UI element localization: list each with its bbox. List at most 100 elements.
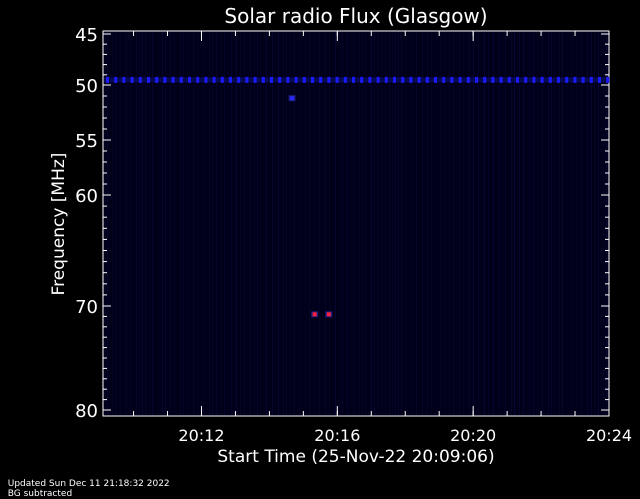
interference-tick: [220, 76, 224, 83]
noise-stripe: [309, 32, 310, 415]
noise-stripe: [180, 32, 181, 415]
x-tick-label-20:24: 20:24: [586, 426, 632, 445]
noise-stripe: [250, 32, 251, 415]
noise-stripe: [519, 32, 520, 415]
chart-title: Solar radio Flux (Glasgow): [224, 4, 487, 28]
interference-tick: [188, 76, 191, 83]
x-axis-label: Start Time (25-Nov-22 20:09:06): [217, 447, 494, 467]
noise-stripe: [381, 32, 382, 415]
interference-tick: [450, 76, 454, 83]
noise-stripe: [542, 32, 543, 415]
interference-tick: [425, 76, 429, 83]
noise-stripe: [523, 32, 524, 415]
interference-tick: [376, 76, 380, 83]
interference-tick: [581, 76, 585, 83]
spectrogram-chart: Solar radio Flux (Glasgow) 455055607080 …: [49, 4, 632, 467]
interference-tick: [458, 76, 462, 83]
noise-stripe: [152, 32, 153, 415]
y-tick-label-80: 80: [75, 401, 98, 422]
noise-stripe: [319, 32, 320, 415]
interference-band: [104, 77, 608, 83]
noise-stripe: [505, 32, 506, 415]
interference-tick: [589, 76, 593, 83]
y-tick-label-55: 55: [75, 131, 98, 152]
interference-tick: [475, 76, 478, 83]
interference-tick: [270, 76, 273, 83]
interference-tick: [401, 76, 405, 83]
interference-tick: [294, 76, 298, 83]
interference-tick: [360, 76, 364, 83]
noise-stripe: [120, 32, 121, 415]
noise-stripe: [126, 32, 127, 415]
noise-stripe: [165, 32, 166, 415]
noise-stripe: [329, 32, 330, 415]
interference-tick: [491, 76, 495, 83]
noise-stripe: [401, 32, 402, 415]
interference-tick: [507, 76, 511, 83]
interference-tick: [417, 76, 421, 83]
noise-stripe: [371, 32, 372, 415]
noise-stripe: [260, 32, 261, 415]
y-tick-label-70: 70: [75, 297, 98, 318]
noise-stripe: [299, 32, 300, 415]
interference-tick: [466, 76, 470, 83]
noise-stripe: [174, 32, 175, 415]
noise-stripe: [339, 32, 340, 415]
interference-tick: [122, 76, 126, 83]
noise-stripe: [529, 32, 530, 415]
noise-stripe: [603, 32, 604, 415]
interference-tick: [278, 76, 282, 83]
interference-tick: [442, 76, 446, 83]
interference-tick: [483, 76, 487, 83]
y-tick-label-45: 45: [75, 25, 98, 46]
noise-stripe: [197, 32, 198, 415]
x-tick-label-20:16: 20:16: [314, 426, 360, 445]
noise-stripe: [554, 32, 555, 415]
noise-stripe: [283, 32, 284, 415]
interference-tick: [311, 76, 314, 83]
interference-tick: [229, 76, 232, 83]
noise-stripe: [562, 32, 563, 415]
noise-stripe: [398, 32, 399, 415]
interference-tick: [368, 76, 372, 83]
noise-stripe: [142, 32, 143, 415]
interference-tick: [393, 76, 396, 83]
noise-stripe: [484, 32, 485, 415]
interference-tick: [147, 76, 150, 83]
noise-stripe: [221, 32, 222, 415]
noise-stripe: [493, 32, 494, 415]
noise-stripe: [581, 32, 582, 415]
interference-tick: [245, 76, 249, 83]
noise-stripe: [365, 32, 366, 415]
spectral-features: [104, 76, 610, 318]
noise-stripe: [427, 32, 428, 415]
noise-stripe: [411, 32, 412, 415]
noise-stripe: [559, 32, 560, 415]
noise-stripe: [266, 32, 267, 415]
noise-stripe: [449, 32, 450, 415]
noise-stripe: [342, 32, 343, 415]
interference-tick: [155, 76, 159, 83]
noise-stripe: [183, 32, 184, 415]
x-axis-ticks: 20:12 20:16 20:20 20:24: [133, 31, 632, 445]
noise-stripe: [576, 32, 577, 415]
spot-3: [326, 312, 331, 317]
interference-tick: [524, 76, 528, 83]
noise-stripe: [377, 32, 378, 415]
interference-tick: [163, 76, 167, 83]
noise-stripe: [335, 32, 336, 415]
noise-stripe: [149, 32, 150, 415]
plot-area: [102, 30, 610, 417]
noise-stripe: [567, 32, 568, 415]
interference-tick: [548, 76, 552, 83]
y-axis-label: Frequency [MHz]: [49, 153, 69, 296]
noise-stripe: [405, 32, 406, 415]
noise-stripe: [431, 32, 432, 415]
noise-stripe: [594, 32, 595, 415]
interference-tick: [130, 76, 134, 83]
noise-stripe: [548, 32, 549, 415]
interference-tick: [384, 76, 388, 83]
noise-stripe: [305, 32, 306, 415]
noise-stripe: [353, 32, 354, 415]
interference-tick: [261, 76, 265, 83]
